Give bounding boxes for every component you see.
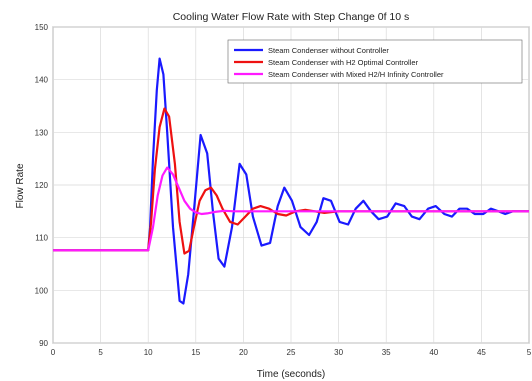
series-lines — [53, 57, 529, 305]
x-tick-label: 25 — [287, 348, 296, 357]
chart-title: Cooling Water Flow Rate with Step Change… — [173, 11, 410, 23]
legend-box — [227, 39, 523, 84]
x-tick-label: 10 — [144, 348, 153, 357]
x-tick-label: 20 — [239, 348, 248, 357]
x-tick-label: 15 — [191, 348, 200, 357]
legend-label-1: Steam Condenser without Controller — [268, 46, 389, 55]
x-tick-label: 5 — [98, 348, 103, 357]
legend: Steam Condenser without Controller Steam … — [227, 39, 523, 84]
x-tick-label: 40 — [429, 348, 438, 357]
y-tick-label: 120 — [35, 181, 49, 190]
series-line-3 — [53, 166, 529, 252]
y-axis-label: Flow Rate — [15, 163, 26, 208]
legend-label-2: Steam Condenser with H2 Optimal Controll… — [268, 58, 419, 67]
x-tick-label: 45 — [477, 348, 486, 357]
y-ticks: 90 100 110 120 130 140 150 — [35, 23, 49, 348]
x-tick-label: 35 — [382, 348, 391, 357]
y-tick-label: 140 — [35, 76, 49, 85]
x-axis-label: Time (seconds) — [257, 369, 326, 380]
x-ticks: 0 5 10 15 20 25 30 35 40 45 5 — [51, 348, 532, 357]
y-tick-label: 150 — [35, 23, 49, 32]
y-tick-label: 130 — [35, 128, 49, 137]
x-tick-label: 5 — [527, 348, 532, 357]
y-tick-label: 100 — [35, 286, 49, 295]
x-tick-label: 0 — [51, 348, 56, 357]
y-tick-label: 90 — [39, 339, 48, 348]
legend-label-3: Steam Condenser with Mixed H2/H Infinity… — [268, 70, 444, 79]
x-tick-label: 30 — [334, 348, 343, 357]
y-tick-label: 110 — [35, 234, 48, 243]
